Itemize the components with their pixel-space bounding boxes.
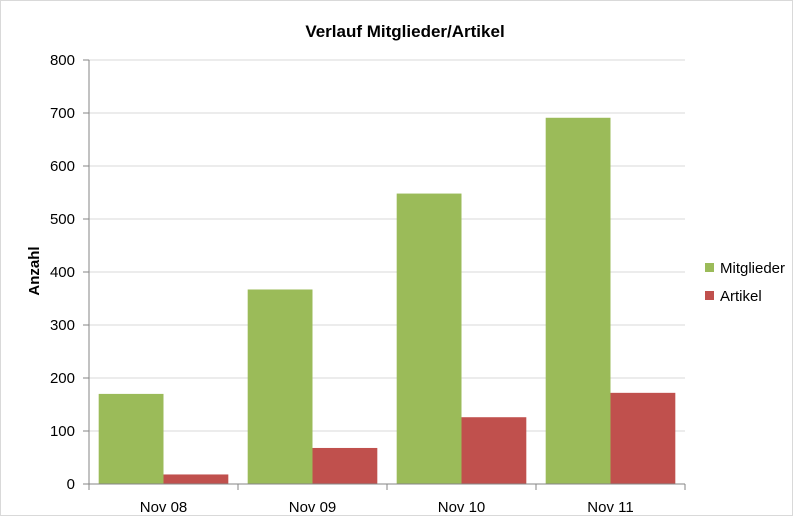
y-tick-label: 700	[50, 105, 75, 122]
bar-mitglieder	[247, 289, 313, 484]
bar-mitglieder	[545, 117, 611, 485]
y-tick-label: 600	[50, 158, 75, 175]
bar-artikel	[312, 447, 378, 484]
bar-mitglieder	[98, 393, 164, 484]
x-tick-label: Nov 09	[289, 499, 337, 516]
bar-artikel	[461, 417, 527, 484]
y-tick-label: 100	[50, 423, 75, 440]
x-tick-label: Nov 11	[587, 499, 633, 516]
y-axis-title: Anzahl	[26, 246, 43, 295]
x-tick-label: Nov 10	[438, 499, 486, 516]
bars	[98, 117, 676, 485]
y-tick-label: 0	[67, 476, 75, 493]
legend-swatch-artikel	[705, 291, 714, 300]
axes	[83, 59, 686, 490]
x-tick-label: Nov 08	[140, 499, 188, 516]
legend-label-artikel: Artikel	[720, 288, 762, 305]
x-tick-labels: Nov 08 Nov 09 Nov 10 Nov 11	[140, 499, 634, 516]
y-tick-label: 500	[50, 211, 75, 228]
bar-artikel	[610, 392, 676, 484]
legend: Mitglieder Artikel	[705, 260, 785, 305]
legend-label-mitglieder: Mitglieder	[720, 260, 785, 277]
bar-artikel	[163, 474, 229, 484]
y-tick-label: 300	[50, 317, 75, 334]
y-tick-label: 800	[50, 52, 75, 69]
bar-mitglieder	[396, 193, 462, 484]
chart-title: Verlauf Mitglieder/Artikel	[305, 22, 504, 41]
y-tick-labels: 0 100 200 300 400 500 600 700 800	[50, 52, 75, 493]
y-tick-label: 200	[50, 370, 75, 387]
y-tick-label: 400	[50, 264, 75, 281]
gridlines	[89, 59, 685, 432]
legend-swatch-mitglieder	[705, 263, 714, 272]
